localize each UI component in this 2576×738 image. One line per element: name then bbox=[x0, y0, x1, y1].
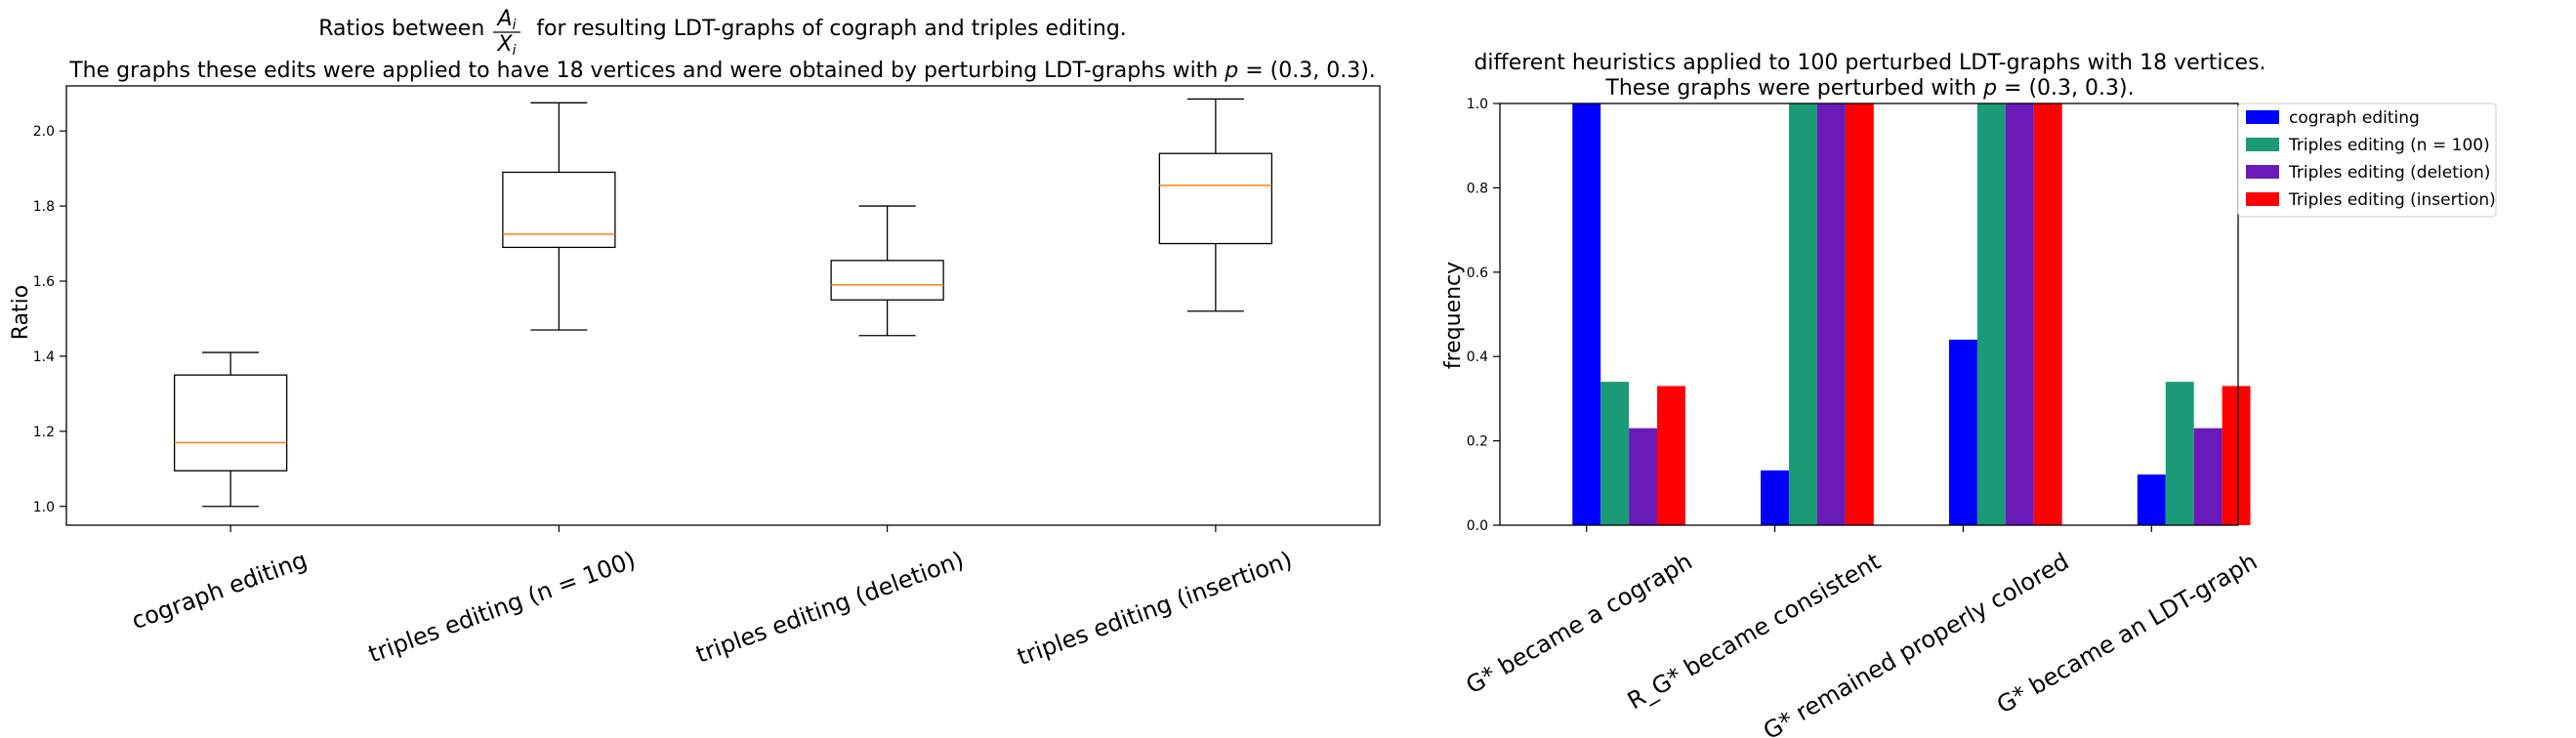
box-x-tick-label: triples editing (insertion) bbox=[1014, 546, 1296, 671]
box-y-ticks: 1.0 1.2 1.4 1.6 1.8 2.0 bbox=[33, 124, 66, 515]
legend-label-triples-editing-insertion: Triples editing (insertion) bbox=[2288, 190, 2496, 210]
svg-text:Xi: Xi bbox=[497, 32, 517, 59]
iqr-box bbox=[173, 374, 288, 472]
bar bbox=[2033, 103, 2062, 525]
box-x-ticks: cograph editing triples editing (n = 100)… bbox=[128, 525, 1296, 671]
box-triples-editing-insertion bbox=[1158, 98, 1273, 312]
box-y-tick-label: 1.2 bbox=[33, 425, 55, 440]
box-triples-editing-deletion bbox=[830, 205, 944, 337]
bar-y-axis-label: frequency bbox=[1441, 262, 1466, 369]
bar-title-line1: different heuristics applied to 100 pert… bbox=[1474, 51, 2265, 75]
bar-y-tick-label: 0.8 bbox=[1467, 181, 1488, 196]
bar bbox=[1761, 470, 1790, 525]
legend-label-triples-editing-deletion: Triples editing (deletion) bbox=[2288, 163, 2490, 183]
bar-x-tick-label: G* remained properly colored bbox=[1759, 548, 2073, 738]
legend-label-triples-editing-n-100: Triples editing (n = 100) bbox=[2288, 136, 2490, 155]
legend-swatch-triples-editing-insertion bbox=[2246, 192, 2279, 206]
bar bbox=[1948, 339, 1977, 525]
box-triples-editing-n-100 bbox=[502, 102, 616, 331]
legend-swatch-triples-editing-n-100 bbox=[2246, 138, 2279, 151]
iqr-box bbox=[1158, 152, 1273, 245]
box-plot-chart: Ratios between for resulting LDT-graphs … bbox=[9, 7, 1381, 671]
bar bbox=[2193, 428, 2223, 525]
box-x-tick-label: triples editing (deletion) bbox=[692, 546, 968, 668]
bar bbox=[1600, 382, 1630, 525]
bar-y-ticks: 0.0 0.2 0.4 0.6 0.8 1.0 bbox=[1467, 97, 1500, 534]
box-title-line1: Ratios between for resulting LDT-graphs … bbox=[318, 17, 1127, 41]
bar bbox=[1789, 103, 1817, 525]
bar bbox=[2165, 382, 2194, 525]
box-cograph-editing bbox=[173, 351, 288, 508]
bar bbox=[2005, 103, 2034, 525]
bar-plot-frame bbox=[1499, 102, 2239, 526]
box-y-tick-label: 1.8 bbox=[33, 199, 55, 215]
series-triples-editing-n-100 bbox=[1600, 103, 2194, 525]
bar bbox=[1572, 103, 1601, 525]
series-triples-editing-deletion bbox=[1629, 103, 2223, 525]
series-cograph-editing bbox=[1572, 103, 2166, 525]
bar-y-tick-label: 0.4 bbox=[1467, 349, 1488, 365]
fraction-ai-xi: Ai Xi bbox=[493, 7, 520, 59]
bar-y-tick-label: 0.6 bbox=[1467, 266, 1488, 281]
bar bbox=[2137, 474, 2166, 525]
series-triples-editing-insertion bbox=[1657, 103, 2251, 525]
bar-marks bbox=[1572, 103, 2251, 525]
box-title-line2: The graphs these edits were applied to h… bbox=[68, 59, 1376, 83]
box-plot-frame bbox=[65, 85, 1381, 526]
box-y-tick-label: 1.6 bbox=[33, 274, 55, 290]
box-y-tick-label: 1.0 bbox=[33, 500, 55, 515]
box-x-tick-label: cograph editing bbox=[128, 546, 311, 635]
box-x-tick-label: triples editing (n = 100) bbox=[365, 546, 640, 668]
box-y-axis-label: Ratio bbox=[9, 285, 33, 340]
bar bbox=[1845, 103, 1874, 525]
box-y-tick-label: 2.0 bbox=[33, 124, 55, 140]
legend-swatch-triples-editing-deletion bbox=[2246, 165, 2279, 179]
bar-y-tick-label: 0.0 bbox=[1467, 518, 1488, 534]
box-marks bbox=[173, 98, 1273, 508]
bar-y-tick-label: 0.2 bbox=[1467, 434, 1488, 450]
legend: cograph editing Triples editing (n = 100)… bbox=[2237, 102, 2497, 218]
bar-chart: different heuristics applied to 100 pert… bbox=[1441, 51, 2497, 738]
legend-frame bbox=[2237, 102, 2497, 218]
bar bbox=[2222, 386, 2251, 525]
bar bbox=[1976, 103, 2006, 525]
legend-label-cograph-editing: cograph editing bbox=[2289, 108, 2420, 128]
iqr-box bbox=[502, 171, 616, 249]
box-y-tick-label: 1.4 bbox=[33, 349, 55, 365]
bar bbox=[1657, 386, 1685, 525]
bar-y-tick-label: 1.0 bbox=[1467, 97, 1488, 112]
bar bbox=[1629, 428, 1658, 525]
bar-title-line2: These graphs were perturbed with p = (0.… bbox=[1604, 76, 2134, 101]
iqr-box bbox=[830, 260, 944, 301]
bar bbox=[1816, 103, 1846, 525]
legend-swatch-cograph-editing bbox=[2246, 110, 2279, 124]
svg-text:Ai: Ai bbox=[496, 7, 517, 33]
